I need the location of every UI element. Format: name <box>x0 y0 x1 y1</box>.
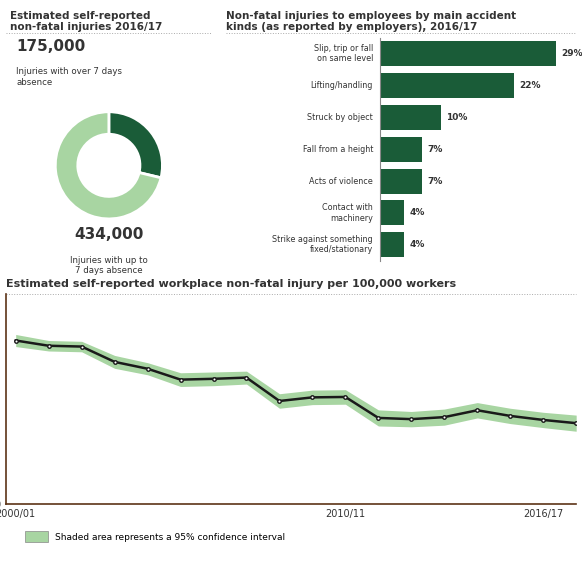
Text: Struck by object: Struck by object <box>307 113 373 122</box>
Text: Slip, trip or fall
on same level: Slip, trip or fall on same level <box>314 44 373 64</box>
Text: Fall from a height: Fall from a height <box>303 145 373 154</box>
Text: Estimated self-reported workplace non-fatal injury per 100,000 workers: Estimated self-reported workplace non-fa… <box>6 279 456 289</box>
Text: Acts of violence: Acts of violence <box>309 177 373 186</box>
Text: Contact with
machinery: Contact with machinery <box>322 203 373 222</box>
Text: 434,000: 434,000 <box>74 227 144 242</box>
Bar <box>380 200 404 225</box>
Text: 4%: 4% <box>410 240 425 249</box>
Text: 10%: 10% <box>446 113 467 122</box>
Text: Lifting/handling: Lifting/handling <box>311 81 373 90</box>
Bar <box>380 73 513 98</box>
Text: Strike against something
fixed/stationary: Strike against something fixed/stationar… <box>272 235 373 254</box>
Text: 29%: 29% <box>562 49 582 58</box>
Text: 22%: 22% <box>519 81 540 90</box>
Text: 175,000: 175,000 <box>16 39 86 54</box>
Bar <box>380 41 556 66</box>
Text: Estimated self-reported
non-fatal injuries 2016/17: Estimated self-reported non-fatal injuri… <box>10 11 162 33</box>
Bar <box>380 137 423 162</box>
Bar <box>380 168 423 194</box>
Bar <box>380 232 404 257</box>
Text: Injuries with up to
7 days absence: Injuries with up to 7 days absence <box>70 256 148 275</box>
Legend: Shaded area represents a 95% confidence interval: Shaded area represents a 95% confidence … <box>22 528 289 546</box>
Text: Injuries with over 7 days
absence: Injuries with over 7 days absence <box>16 68 122 87</box>
Bar <box>380 105 441 130</box>
Text: 4%: 4% <box>410 208 425 217</box>
Text: 7%: 7% <box>428 145 443 154</box>
Text: Non-fatal injuries to employees by main accident
kinds (as reported by employers: Non-fatal injuries to employees by main … <box>226 11 516 33</box>
Text: 7%: 7% <box>428 177 443 186</box>
